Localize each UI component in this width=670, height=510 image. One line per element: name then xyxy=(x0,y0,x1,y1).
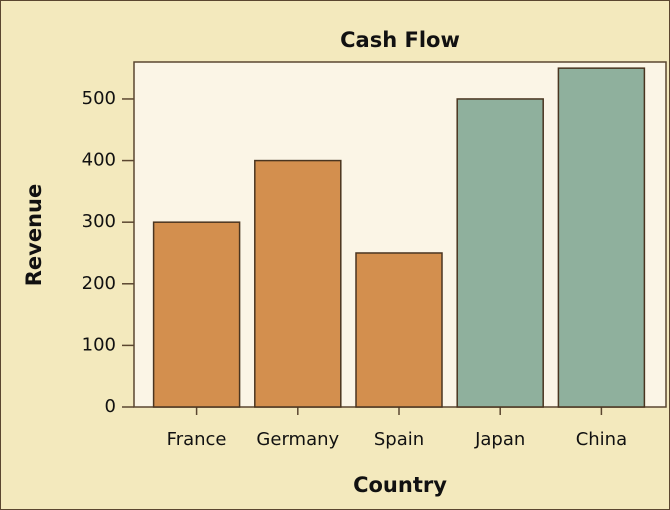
x-tick-label: France xyxy=(167,429,227,450)
x-tick-label: China xyxy=(576,429,627,450)
x-tick-label: Spain xyxy=(374,429,424,450)
y-tick-label: 200 xyxy=(82,273,116,294)
chart-title: Cash Flow xyxy=(340,28,460,52)
bar xyxy=(355,252,443,408)
bar xyxy=(557,67,646,408)
y-tick-label: 0 xyxy=(105,396,116,417)
bar xyxy=(254,159,342,408)
y-tick-label: 300 xyxy=(82,211,116,232)
bar xyxy=(152,221,241,408)
x-tick-label: Japan xyxy=(474,429,525,450)
y-tick-label: 400 xyxy=(82,150,116,171)
y-tick-label: 500 xyxy=(82,88,116,109)
x-axis-label: Country xyxy=(353,473,447,497)
y-axis-label: Revenue xyxy=(22,184,46,287)
bar xyxy=(456,98,544,408)
x-tick-label: Germany xyxy=(256,429,339,450)
y-tick-label: 100 xyxy=(82,334,116,355)
